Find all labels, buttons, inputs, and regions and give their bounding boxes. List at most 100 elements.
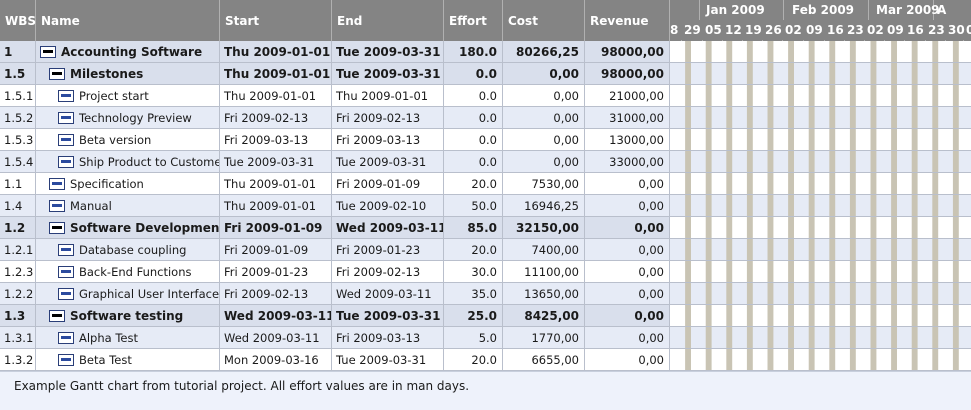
- weekend-stripe: [891, 41, 897, 371]
- start-text: Fri 2009-01-09: [224, 242, 309, 257]
- table-row[interactable]: 1.3 Software testing Wed 2009-03-11 Tue 200…: [0, 305, 670, 327]
- name-cell: Accounting Software: [36, 41, 220, 62]
- week-label: 30: [948, 23, 965, 37]
- revenue-text: 98000,00: [600, 66, 664, 81]
- wbs-cell: 1.5: [0, 63, 36, 84]
- table-row[interactable]: 1.1 Specification Thu 2009-01-01 Fri 2009-0…: [0, 173, 670, 195]
- table-row[interactable]: 1.4 Manual Thu 2009-01-01 Tue 2009-02-10 50.…: [0, 195, 670, 217]
- start-text: Fri 2009-03-13: [224, 132, 309, 147]
- week-label: 8: [670, 23, 679, 37]
- cost-text: 6655,00: [531, 352, 579, 367]
- wbs-text: 1.2: [4, 220, 26, 235]
- start-cell: Fri 2009-02-13: [220, 107, 332, 128]
- table-row[interactable]: 1.2.1 Database coupling Fri 2009-01-09 Fri …: [0, 239, 670, 261]
- task-icon: [58, 133, 74, 146]
- wbs-text: 1: [4, 44, 13, 59]
- end-cell: Fri 2009-01-09: [332, 173, 444, 194]
- end-text: Fri 2009-01-23: [336, 242, 421, 257]
- end-text: Tue 2009-03-31: [336, 352, 427, 367]
- end-cell: Tue 2009-03-31: [332, 349, 444, 370]
- name-cell: Manual: [36, 195, 220, 216]
- task-icon: [58, 155, 74, 168]
- wbs-text: 1.4: [4, 198, 23, 213]
- wbs-cell: 1.5.2: [0, 107, 36, 128]
- weekend-stripe: [705, 41, 712, 371]
- cost-cell: 0,00: [503, 151, 585, 172]
- task-icon: [58, 243, 74, 256]
- wbs-text: 1.5.1: [4, 88, 34, 103]
- cost-cell: 1770,00: [503, 327, 585, 348]
- weekend-stripe: [829, 41, 836, 371]
- cost-text: 0,00: [553, 132, 579, 147]
- cost-cell: 11100,00: [503, 261, 585, 282]
- effort-cell: 35.0: [444, 283, 503, 304]
- week-label: 16: [907, 23, 924, 37]
- cost-text: 11100,00: [524, 264, 579, 279]
- start-text: Mon 2009-03-16: [224, 352, 319, 367]
- table-row[interactable]: 1.3.2 Beta Test Mon 2009-03-16 Tue 2009-03-…: [0, 349, 670, 371]
- wbs-cell: 1.2.1: [0, 239, 36, 260]
- end-text: Fri 2009-02-13: [336, 110, 421, 125]
- col-header-effort[interactable]: Effort: [444, 0, 503, 41]
- effort-cell: 0.0: [444, 129, 503, 150]
- col-header-cost[interactable]: Cost: [503, 0, 585, 41]
- name-text: Project start: [79, 88, 149, 103]
- table-row[interactable]: 1.2.2 Graphical User Interface Fri 2009-02…: [0, 283, 670, 305]
- revenue-cell: 13000,00: [585, 129, 670, 150]
- table-row[interactable]: 1.2.3 Back-End Functions Fri 2009-01-23 Fri…: [0, 261, 670, 283]
- revenue-text: 0,00: [638, 286, 664, 301]
- col-header-revenue[interactable]: Revenue: [585, 0, 670, 41]
- effort-text: 20.0: [471, 176, 497, 191]
- cost-cell: 0,00: [503, 85, 585, 106]
- weekend-stripe: [767, 41, 774, 371]
- name-cell: Beta version: [36, 129, 220, 150]
- col-header-wbs[interactable]: WBS: [0, 0, 36, 41]
- week-label: 23: [847, 23, 864, 37]
- month-label: Mar 2009: [876, 3, 940, 17]
- name-text: Accounting Software: [61, 44, 203, 59]
- end-cell: Fri 2009-02-13: [332, 261, 444, 282]
- week-label: 09: [887, 23, 904, 37]
- start-text: Thu 2009-01-01: [224, 44, 331, 59]
- col-header-start[interactable]: Start: [220, 0, 332, 41]
- wbs-text: 1.1: [4, 176, 23, 191]
- table-row[interactable]: 1.5.4 Ship Product to Customer Tue 2009-03…: [0, 151, 670, 173]
- end-cell: Tue 2009-03-31: [332, 63, 444, 84]
- end-text: Tue 2009-03-31: [336, 66, 441, 81]
- revenue-cell: 98000,00: [585, 41, 670, 62]
- table-row[interactable]: 1.5.2 Technology Preview Fri 2009-02-13 Fri…: [0, 107, 670, 129]
- table-row[interactable]: 1.5.1 Project start Thu 2009-01-01 Thu 2009…: [0, 85, 670, 107]
- end-text: Fri 2009-03-13: [336, 132, 421, 147]
- revenue-cell: 0,00: [585, 283, 670, 304]
- name-text: Alpha Test: [79, 330, 138, 345]
- name-cell: Software Development: [36, 217, 220, 238]
- start-text: Tue 2009-03-31: [224, 154, 315, 169]
- timeline-week-header: 8 29 05 12 19 26 02 09 16 23 02 09 16 23 30 0: [670, 20, 971, 61]
- start-text: Thu 2009-01-01: [224, 66, 331, 81]
- week-label: 0: [966, 23, 971, 37]
- cost-text: 0,00: [553, 88, 579, 103]
- wbs-text: 1.5: [4, 66, 26, 81]
- revenue-text: 0,00: [638, 198, 664, 213]
- gantt-row-band: [670, 195, 971, 217]
- col-header-name[interactable]: Name: [36, 0, 220, 41]
- name-cell: Project start: [36, 85, 220, 106]
- revenue-text: 31000,00: [609, 110, 664, 125]
- table-row[interactable]: 1.2 Software Development Fri 2009-01-09 Wed…: [0, 217, 670, 239]
- revenue-cell: 0,00: [585, 327, 670, 348]
- table-row[interactable]: 1.3.1 Alpha Test Wed 2009-03-11 Fri 2009-03…: [0, 327, 670, 349]
- table-row[interactable]: 1.5 Milestones Thu 2009-01-01 Tue 2009-03-3…: [0, 63, 670, 85]
- col-header-end[interactable]: End: [332, 0, 444, 41]
- table-row[interactable]: 1 Accounting Software Thu 2009-01-01 Tue 20…: [0, 41, 670, 63]
- revenue-text: 13000,00: [609, 132, 664, 147]
- weekend-stripe: [911, 41, 918, 371]
- wbs-text: 1.5.4: [4, 154, 34, 169]
- cost-cell: 13650,00: [503, 283, 585, 304]
- table-row[interactable]: 1.5.3 Beta version Fri 2009-03-13 Fri 2009-…: [0, 129, 670, 151]
- gantt-row-band: [670, 349, 971, 371]
- start-text: Thu 2009-01-01: [224, 198, 317, 213]
- effort-text: 0.0: [478, 110, 497, 125]
- weekend-stripe: [685, 41, 691, 371]
- revenue-cell: 0,00: [585, 173, 670, 194]
- name-text: Graphical User Interface: [79, 286, 220, 301]
